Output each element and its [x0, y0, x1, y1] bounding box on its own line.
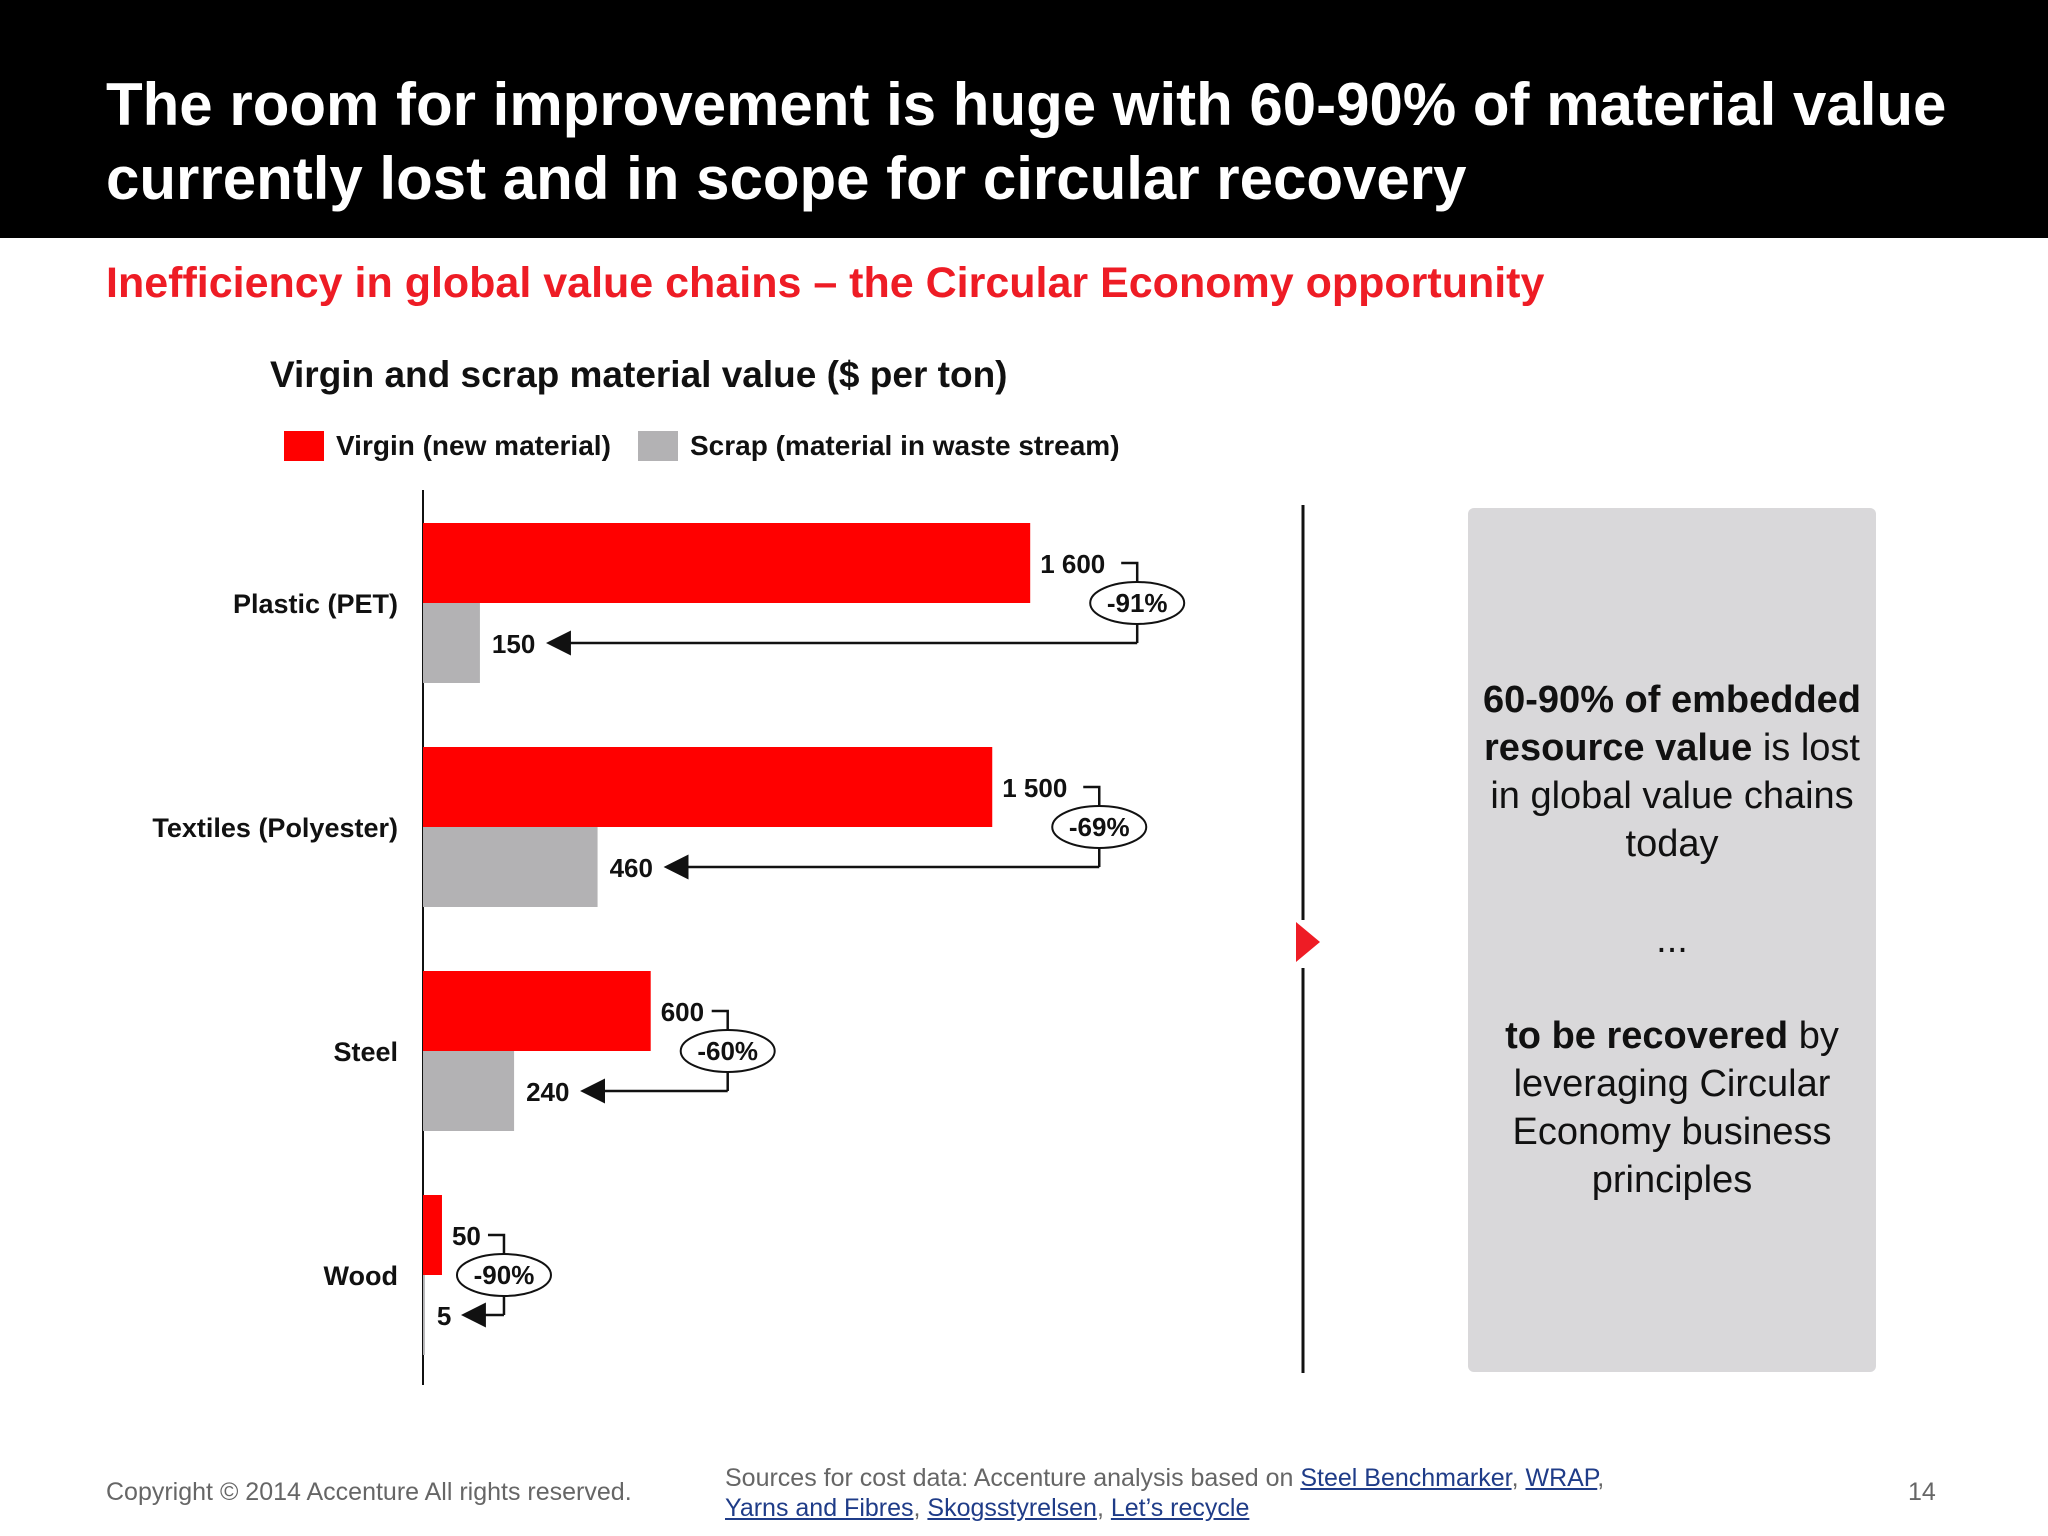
callout-text-2: to be recovered by leveraging Circular E…: [1468, 1012, 1876, 1204]
reduction-label: -91%: [1107, 588, 1168, 618]
category-label: Wood: [324, 1261, 398, 1291]
callout-ellipsis: ...: [1656, 919, 1688, 961]
legend-swatch-virgin: [284, 431, 324, 461]
callout-box: 60-90% of embedded resource value is los…: [1468, 508, 1876, 1372]
callout-bold-2: to be recovered: [1505, 1015, 1789, 1057]
pointer-triangle-icon: [1296, 922, 1320, 962]
legend-label-virgin: Virgin (new material): [336, 430, 611, 461]
reduction-label: -69%: [1069, 812, 1130, 842]
bar-scrap: [423, 827, 598, 907]
slide-subtitle: Inefficiency in global value chains – th…: [106, 259, 1545, 307]
data-label-scrap: 150: [492, 629, 535, 659]
source-link-steel-benchmarker[interactable]: Steel Benchmarker: [1300, 1464, 1512, 1492]
data-label-virgin: 1 500: [1002, 773, 1067, 803]
page-number: 14: [1908, 1478, 1936, 1506]
source-link-wrap[interactable]: WRAP: [1525, 1464, 1598, 1492]
reduction-badge: [679, 1029, 776, 1073]
legend-swatch-scrap: [638, 431, 678, 461]
reduction-label: -60%: [697, 1036, 758, 1066]
callout-rest-1: is lost in global value chains today: [1490, 727, 1860, 865]
source-link-lets-recycle[interactable]: Let’s recycle: [1110, 1494, 1250, 1522]
data-label-virgin: 50: [452, 1221, 481, 1251]
reduction-badge: [455, 1253, 552, 1297]
reduction-badge: [1051, 805, 1148, 849]
data-label-scrap: 5: [437, 1301, 451, 1331]
callout-text-1: 60-90% of embedded resource value is los…: [1468, 676, 1876, 868]
bar-scrap: [423, 1051, 515, 1131]
source-link-yarns-and-fibres[interactable]: Yarns and Fibres: [725, 1494, 914, 1522]
sources-prefix: Sources for cost data: Accenture analysi…: [725, 1464, 1301, 1492]
callout-rest-2: by leveraging Circular Economy business …: [1512, 1015, 1839, 1201]
source-link-skogsstyrelsen[interactable]: Skogsstyrelsen: [927, 1494, 1097, 1522]
bar-scrap: [423, 1275, 425, 1355]
reduction-label: -90%: [474, 1260, 535, 1290]
bar-virgin: [423, 971, 651, 1051]
bar-scrap: [423, 603, 480, 683]
data-label-virgin: 1 600: [1040, 549, 1105, 579]
copyright-text: Copyright © 2014 Accenture All rights re…: [106, 1478, 632, 1506]
category-label: Plastic (PET): [233, 589, 398, 619]
bar-virgin: [423, 523, 1031, 603]
sources-text: Sources for cost data: Accenture analysi…: [725, 1464, 1605, 1522]
slide-title: The room for improvement is huge with 60…: [106, 71, 1947, 212]
chart-title: Virgin and scrap material value ($ per t…: [270, 354, 1008, 395]
reduction-badge: [1089, 581, 1186, 625]
title-bar: The room for improvement is huge with 60…: [0, 0, 2048, 238]
legend-label-scrap: Scrap (material in waste stream): [690, 430, 1120, 461]
bar-virgin: [423, 1195, 442, 1275]
bar-chart: Plastic (PET) 1 600 150 -91% Textiles (Polye…: [152, 490, 1320, 1385]
category-label: Textiles (Polyester): [152, 813, 398, 843]
legend-scrap: Scrap (material in waste stream): [638, 430, 1120, 462]
callout-bold-1: 60-90% of embedded resource value: [1483, 679, 1861, 769]
category-label: Steel: [333, 1037, 398, 1067]
data-label-scrap: 460: [610, 853, 653, 883]
data-label-scrap: 240: [526, 1077, 569, 1107]
legend-virgin: Virgin (new material): [284, 430, 611, 462]
bar-virgin: [423, 747, 993, 827]
data-label-virgin: 600: [661, 997, 704, 1027]
